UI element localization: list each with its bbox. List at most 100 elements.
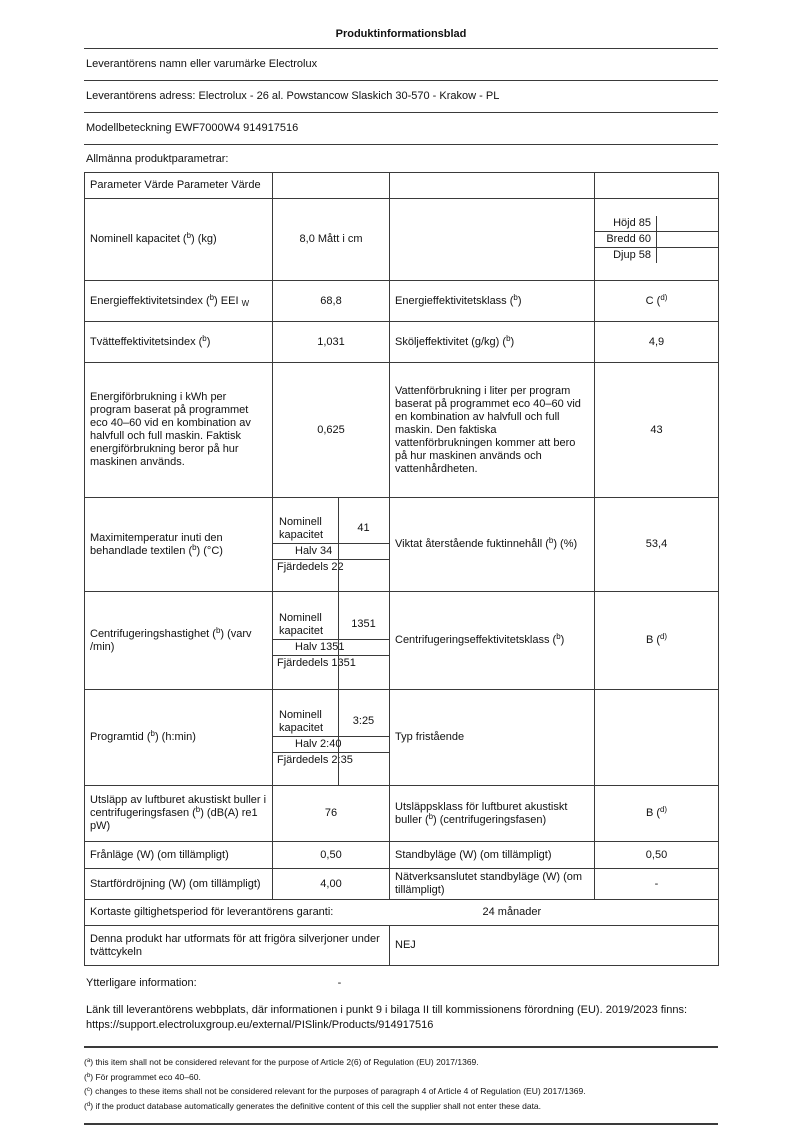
duration-subtable: Nominell kapacitet 3:25 Halv 2:40 Fjärded… — [273, 707, 389, 768]
table-row-max-temperature: Maximitemperatur inuti den behandlade te… — [84, 497, 719, 592]
subrow-nominal-label: Nominell kapacitet — [273, 707, 338, 737]
delay-start-label: Startfördröjning (W) (om tillämpligt) — [84, 868, 273, 900]
noise-label: Utsläpp av luftburet akustiskt buller i … — [84, 785, 273, 842]
footnote-c: (c) changes to these items shall not be … — [84, 1086, 586, 1096]
header-cell-empty — [389, 172, 595, 199]
subrow-nominal-value: 1351 — [337, 610, 389, 640]
standby-label: Standbyläge (W) (om tillämpligt) — [389, 841, 595, 869]
rinse-value: 4,9 — [594, 321, 719, 363]
footnote-b: (b) För programmet eco 40–60. — [84, 1071, 201, 1082]
subtable-divider — [337, 690, 340, 785]
dim-depth-extra — [657, 248, 719, 264]
off-mode-value: 0,50 — [272, 841, 390, 869]
header-cell-empty — [272, 172, 390, 199]
capacity-empty-cell — [389, 198, 595, 281]
table-row-wash-index: Tvätteffektivitetsindex (b) 1,031 Skölje… — [84, 321, 719, 363]
subrow-nominal-value: 3:25 — [337, 707, 389, 737]
footnote-d: (d) if the product database automaticall… — [84, 1100, 542, 1111]
subtable-divider — [337, 592, 340, 689]
silver-ions-label: Denna produkt har utformats för att frig… — [84, 925, 390, 966]
delay-start-value: 4,00 — [272, 868, 390, 900]
moisture-label: Viktat återstående fuktinnehåll (b) (%) — [389, 497, 595, 592]
dim-width: Bredd 60 — [595, 231, 657, 248]
off-mode-label: Frånläge (W) (om tillämpligt) — [84, 841, 273, 869]
subrow-half: Halv 34 — [273, 543, 389, 560]
standby-value: 0,50 — [594, 841, 719, 869]
type-label: Typ fristående — [389, 689, 595, 786]
capacity-label: Nominell kapacitet (b) (kg) — [84, 198, 273, 281]
water-consumption-label: Vattenförbrukning i liter per program ba… — [389, 362, 595, 498]
subrow-quarter: Fjärdedels 1351 — [277, 656, 356, 669]
dim-height-extra — [656, 216, 718, 232]
sheet-content: Produktinformationsblad Leverantörens na… — [84, 0, 719, 1125]
eei-value: 68,8 — [272, 280, 390, 322]
max-temp-subtable: Nominell kapacitet 41 Halv 34 Fjärdedels … — [273, 514, 389, 575]
capacity-value: 8,0 Mått i cm — [272, 198, 390, 281]
spin-class-value: B (d) — [594, 591, 719, 690]
table-row-energy-index: Energieffektivitetsindex (b) EEI W 68,8 … — [84, 280, 719, 322]
table-row-delay-start: Startfördröjning (W) (om tillämpligt) 4,… — [84, 868, 719, 900]
warranty-value: 24 månader — [482, 906, 542, 918]
silver-ions-value: NEJ — [389, 925, 719, 966]
dimensions-subtable: Höjd 85 Bredd 60 Djup 58 — [595, 216, 718, 263]
general-parameters-heading: Allmänna produktparametrar: — [86, 153, 229, 165]
table-row-programme-duration: Programtid (b) (h:min) Nominell kapacite… — [84, 689, 719, 786]
supplier-name-line: Leverantörens namn eller varumärke Elect… — [84, 49, 718, 81]
energy-consumption-value: 0,625 — [272, 362, 390, 498]
energy-class-label: Energieffektivitetsklass (b) — [389, 280, 595, 322]
wash-index-value: 1,031 — [272, 321, 390, 363]
dimensions-cell: Höjd 85 Bredd 60 Djup 58 — [594, 198, 719, 281]
duration-subcell: Nominell kapacitet 3:25 Halv 2:40 Fjärded… — [272, 689, 390, 786]
model-designation-line: Modellbeteckning EWF7000W4 914917516 — [84, 113, 718, 145]
moisture-value: 53,4 — [594, 497, 719, 592]
page-title: Produktinformationsblad — [84, 0, 718, 49]
subtable-divider — [337, 498, 340, 591]
noise-value: 76 — [272, 785, 390, 842]
rinse-label: Sköljeffektivitet (g/kg) (b) — [389, 321, 595, 363]
duration-label: Programtid (b) (h:min) — [84, 689, 273, 786]
bottom-rule — [84, 1123, 718, 1125]
table-row-warranty: Kortaste giltighetsperiod för leverantör… — [84, 899, 719, 926]
table-row-noise: Utsläpp av luftburet akustiskt buller i … — [84, 785, 719, 842]
energy-class-value: C (d) — [594, 280, 719, 322]
table-row-off-mode: Frånläge (W) (om tillämpligt) 0,50 Stand… — [84, 841, 719, 869]
noise-class-label: Utsläppsklass för luftburet akustiskt bu… — [389, 785, 595, 842]
eei-label: Energieffektivitetsindex (b) EEI W — [84, 280, 273, 322]
subrow-nominal-label: Nominell kapacitet — [273, 610, 338, 640]
spin-speed-subtable: Nominell kapacitet 1351 Halv 1351 Fjärded… — [273, 610, 389, 671]
spin-speed-subcell: Nominell kapacitet 1351 Halv 1351 Fjärded… — [272, 591, 390, 690]
networked-standby-value: - — [594, 868, 719, 900]
table-row-silver-ions: Denna produkt har utformats för att frig… — [84, 925, 719, 966]
additional-information-value: - — [337, 977, 342, 989]
footnotes-divider — [84, 1046, 718, 1048]
energy-consumption-label: Energiförbrukning i kWh per program base… — [84, 362, 273, 498]
header-cell-empty — [594, 172, 719, 199]
table-row-header: Parameter Värde Parameter Värde — [84, 172, 719, 199]
wash-index-label: Tvätteffektivitetsindex (b) — [84, 321, 273, 363]
product-parameters-table: Parameter Värde Parameter Värde Nominell… — [84, 172, 719, 966]
subrow-half: Halv 2:40 — [273, 736, 389, 753]
warranty-label: Kortaste giltighetsperiod för leverantör… — [90, 906, 334, 918]
dim-depth: Djup 58 — [595, 247, 657, 263]
subrow-quarter: Fjärdedels 2:35 — [277, 753, 353, 766]
table-row-capacity: Nominell kapacitet (b) (kg) 8,0 Mått i c… — [84, 198, 719, 281]
subrow-nominal-label: Nominell kapacitet — [273, 514, 338, 544]
footnotes-block: (a) this item shall not be considered re… — [84, 1048, 718, 1113]
additional-information-line: Ytterligare information: - — [84, 966, 718, 990]
warranty-cell: Kortaste giltighetsperiod för leverantör… — [84, 899, 719, 926]
footnote-a: (a) this item shall not be considered re… — [84, 1057, 479, 1067]
networked-standby-label: Nätverksanslutet standbyläge (W) (om til… — [389, 868, 595, 900]
type-value — [594, 689, 719, 786]
subrow-nominal-value: 41 — [337, 514, 389, 544]
supplier-link-block: Länk till leverantörens webbplats, där i… — [84, 990, 718, 1033]
spin-class-label: Centrifugeringseffektivitetsklass (b) — [389, 591, 595, 690]
max-temp-subcell: Nominell kapacitet 41 Halv 34 Fjärdedels … — [272, 497, 390, 592]
header-cell: Parameter Värde Parameter Värde — [84, 172, 273, 199]
dim-height: Höjd 85 — [595, 216, 657, 232]
supplier-link-url[interactable]: https://support.electroluxgroup.eu/exter… — [86, 1019, 434, 1031]
water-consumption-value: 43 — [594, 362, 719, 498]
noise-class-value: B (d) — [594, 785, 719, 842]
subrow-half: Halv 1351 — [273, 639, 389, 656]
subrow-quarter: Fjärdedels 22 — [277, 560, 344, 573]
